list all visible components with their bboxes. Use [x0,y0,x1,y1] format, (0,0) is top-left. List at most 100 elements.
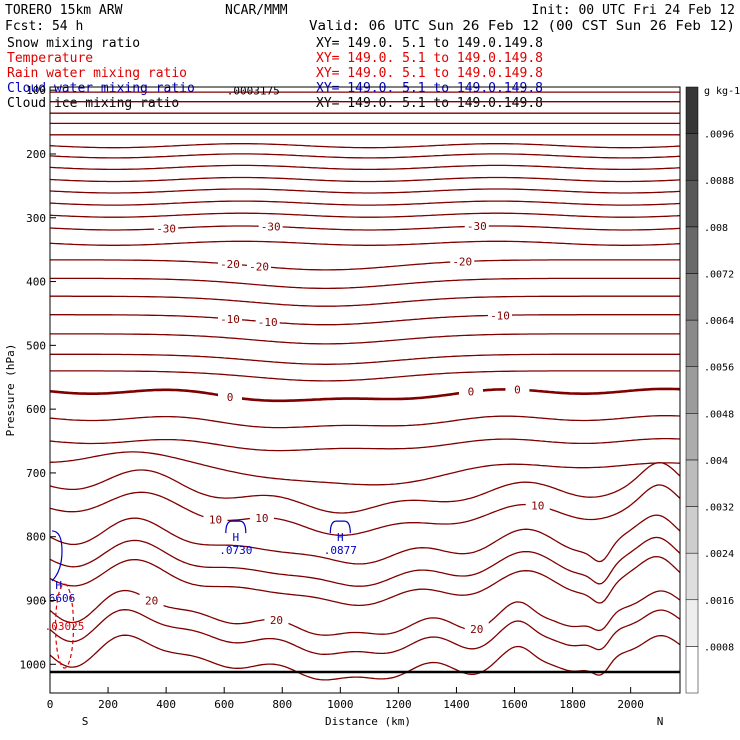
header-valid: Valid: 06 UTC Sun 26 Feb 12 (00 CST Sun … [309,19,735,34]
isotherm-label-bg-30-2 [464,622,489,636]
isotherm-25 [49,461,681,514]
plot-area: -30 -30 -30 -20 -20 -20 -10 -10 -10 0 0 0 10 10 10 20 20… [20,84,681,711]
cloud-max-label-0: H [232,531,239,544]
colorbar-swatch-2 [685,552,699,601]
isotherm-23 [49,437,681,452]
colorbar-swatch-3 [685,506,699,554]
legend-xy-1: XY= 149.0. 5.1 to 149.0.149.8 [316,51,543,66]
isotherm-21 [49,387,681,403]
isotherm-label-26-1: 10 [255,512,268,525]
x-tick-label-2000: 2000 [617,698,644,711]
isotherm-label-bg-26-1 [249,510,274,524]
isotherm-label-26-0: 10 [209,514,222,527]
isotherm-29 [49,555,681,607]
isotherm-label-bg-14-1 [247,259,272,273]
isotherm-8 [49,176,681,183]
isotherm-label-21-2: 0 [514,384,521,397]
colorbar-tick-11: .0096 [704,130,734,141]
y-tick-label-800: 800 [26,531,46,544]
x-tick-label-200: 200 [98,698,118,711]
colorbar-tick-10: .0088 [704,176,734,187]
isotherm-27 [49,514,681,565]
isotherm-label-bg-21-1 [458,384,483,398]
x-tick-label-600: 600 [214,698,234,711]
isotherm-6 [49,153,681,159]
colorbar-tick-8: .0072 [704,269,734,280]
isotherm-5 [49,143,681,149]
isotherm-19 [50,353,680,365]
colorbar-swatch-12 [685,86,699,134]
colorbar-unit: g kg-1 [704,86,740,97]
colorbar-tick-6: .0056 [704,363,734,374]
colorbar-tick-9: .008 [704,223,728,234]
isotherm-label-17-0: -10 [220,313,240,326]
x-axis-north-label: N [657,715,664,728]
cloud-max-value-1: .0877 [324,544,357,557]
y-tick-label-200: 200 [26,148,46,161]
colorbar-swatch-7 [685,319,699,367]
isotherm-18 [50,333,680,345]
colorbar-swatch-5 [685,413,699,461]
y-tick-label-1000: 1000 [20,658,47,671]
colorbar-tick-7: .0064 [704,316,734,327]
colorbar-tick-0: .0008 [704,642,734,653]
header-model: TORERO 15km ARW [5,3,123,18]
x-tick-label-1200: 1200 [385,698,412,711]
x-axis-south-label: S [82,715,89,728]
rain-value: .03025 [45,620,85,633]
isotherm-label-bg-12-2 [464,219,489,233]
isotherm-label-26-2: 10 [531,500,544,513]
isotherm-9 [49,188,681,194]
rain-contour [54,583,75,669]
x-tick-label-400: 400 [156,698,176,711]
isotherm-7 [49,164,681,171]
x-tick-label-1800: 1800 [559,698,586,711]
isotherm-31 [49,609,681,655]
cloud-max-value-0: .0730 [219,544,252,557]
isotherm-label-14-2: -20 [452,256,472,269]
cloud-max-label-2: H [55,579,62,592]
isotherm-label-bg-21-0 [218,389,242,403]
isotherm-label-bg-26-2 [525,498,550,512]
top-annotation: .0003175 [227,85,280,98]
x-axis-label: Distance (km) [325,715,411,728]
colorbar-swatch-1 [685,599,699,647]
header-init: Init: 00 UTC Fri 24 Feb 12 [532,3,736,18]
isotherm-labels: -30 -30 -30 -20 -20 -20 -10 -10 -10 0 0 0 10 10 10 20 20… [139,85,550,636]
header-org: NCAR/MMM [225,3,288,18]
isotherm-label-30-0: 20 [145,595,158,608]
isotherm-22 [49,415,681,429]
y-tick-label-900: 900 [26,595,46,608]
y-tick-label-500: 500 [26,339,46,352]
plot-frame [49,86,681,694]
legend-xy-0: XY= 149.0. 5.1 to 149.0.149.8 [316,36,543,51]
isotherm-20 [50,370,680,382]
isotherm-24 [49,451,681,486]
colorbar-swatch-9 [685,226,699,274]
legend-label-0: Snow mixing ratio [7,36,140,51]
isotherm-label-bg-14-2 [450,254,475,268]
colorbar-tick-5: .0048 [704,409,734,420]
isotherm-label-bg-17-2 [488,308,512,322]
cloud-contour-0 [225,520,247,534]
y-tick-label-100: 100 [26,84,46,97]
colorbar-swatch-8 [685,273,699,321]
isotherm-13 [49,240,681,246]
legend-label-4: Cloud ice mixing ratio [7,96,179,111]
y-tick-label-400: 400 [26,276,46,289]
isotherm-label-bg-30-0 [139,593,164,607]
x-tick-label-1000: 1000 [327,698,354,711]
isotherm-label-12-0: -30 [156,223,176,236]
cloud-max-label-1: H [337,531,344,544]
isotherm-label-bg-21-2 [505,382,530,396]
isotherm-16 [50,295,680,307]
isotherm-label-21-1: 0 [468,386,475,399]
isotherm-label-bg-17-0 [218,311,242,325]
isotherm-26 [49,484,681,536]
x-tick-label-0: 0 [47,698,54,711]
isotherm-label-bg-14-0 [218,256,242,270]
isotherm-label-17-2: -10 [490,309,510,322]
isotherm-label-30-1: 20 [270,614,283,627]
isotherm-label-bg-26-0 [203,512,228,526]
